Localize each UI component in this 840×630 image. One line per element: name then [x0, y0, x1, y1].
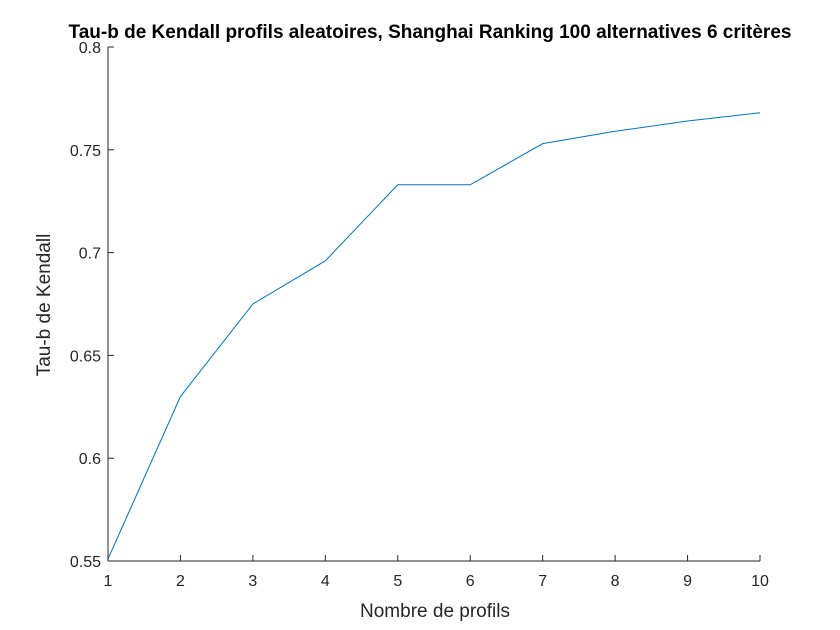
y-axis-label: Tau-b de Kendall	[34, 234, 55, 377]
y-axis-ticks: 0.55 0.6 0.65 0.7 0.75 0.8	[70, 40, 114, 571]
axes	[107, 47, 760, 562]
series-layer	[107, 112, 761, 560]
y-tick-label: 0.65	[70, 348, 101, 365]
y-tick-label: 0.55	[70, 554, 101, 571]
x-tick-label: 7	[538, 573, 547, 590]
x-tick-label: 10	[751, 573, 769, 590]
x-tick-label: 6	[466, 573, 475, 590]
x-tick-label: 3	[248, 573, 257, 590]
x-tick-label: 2	[176, 573, 185, 590]
y-tick-label: 0.7	[79, 246, 101, 263]
x-tick-label: 4	[321, 573, 330, 590]
x-tick-label: 9	[683, 573, 692, 590]
x-axis-ticks: 1 2 3 4 5 6 7 8 9 10	[104, 555, 769, 590]
x-tick-label: 1	[104, 573, 113, 590]
x-tick-label: 5	[393, 573, 402, 590]
series-line-0	[107, 112, 761, 560]
y-tick-label: 0.8	[79, 40, 101, 57]
x-axis-label: Nombre de profils	[360, 601, 510, 622]
x-tick-label: 8	[611, 573, 620, 590]
y-tick-label: 0.75	[70, 143, 101, 160]
y-tick-label: 0.6	[79, 451, 101, 468]
chart-title: Tau-b de Kendall profils aleatoires, Sha…	[69, 22, 792, 43]
